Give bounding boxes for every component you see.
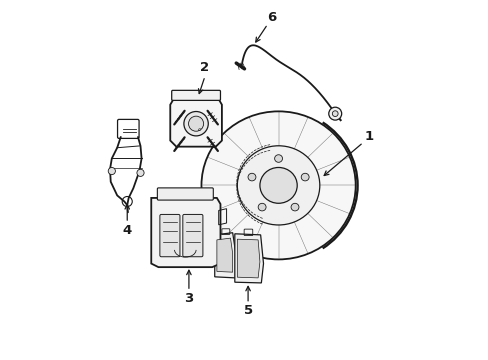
Circle shape: [328, 107, 341, 120]
Ellipse shape: [290, 203, 298, 211]
Ellipse shape: [188, 116, 203, 131]
Circle shape: [108, 167, 115, 175]
Text: 1: 1: [364, 130, 373, 144]
FancyBboxPatch shape: [157, 188, 213, 200]
Text: 4: 4: [122, 224, 132, 237]
Ellipse shape: [274, 155, 282, 162]
Polygon shape: [151, 198, 220, 267]
Text: 5: 5: [243, 304, 252, 317]
FancyBboxPatch shape: [160, 215, 180, 257]
Ellipse shape: [237, 146, 319, 225]
Polygon shape: [217, 238, 232, 272]
Text: c: c: [197, 127, 200, 132]
Circle shape: [332, 111, 337, 117]
Polygon shape: [214, 233, 235, 278]
Ellipse shape: [260, 167, 297, 203]
Ellipse shape: [183, 112, 208, 136]
Circle shape: [137, 169, 144, 176]
Text: 6: 6: [266, 11, 275, 24]
FancyBboxPatch shape: [171, 90, 220, 100]
Polygon shape: [237, 239, 260, 278]
FancyBboxPatch shape: [183, 215, 203, 257]
Text: 2: 2: [200, 61, 209, 74]
Text: 3: 3: [184, 292, 193, 305]
Ellipse shape: [247, 173, 255, 181]
Ellipse shape: [301, 173, 308, 181]
Polygon shape: [234, 234, 263, 283]
Ellipse shape: [258, 203, 265, 211]
Ellipse shape: [201, 111, 355, 260]
Polygon shape: [170, 99, 222, 147]
